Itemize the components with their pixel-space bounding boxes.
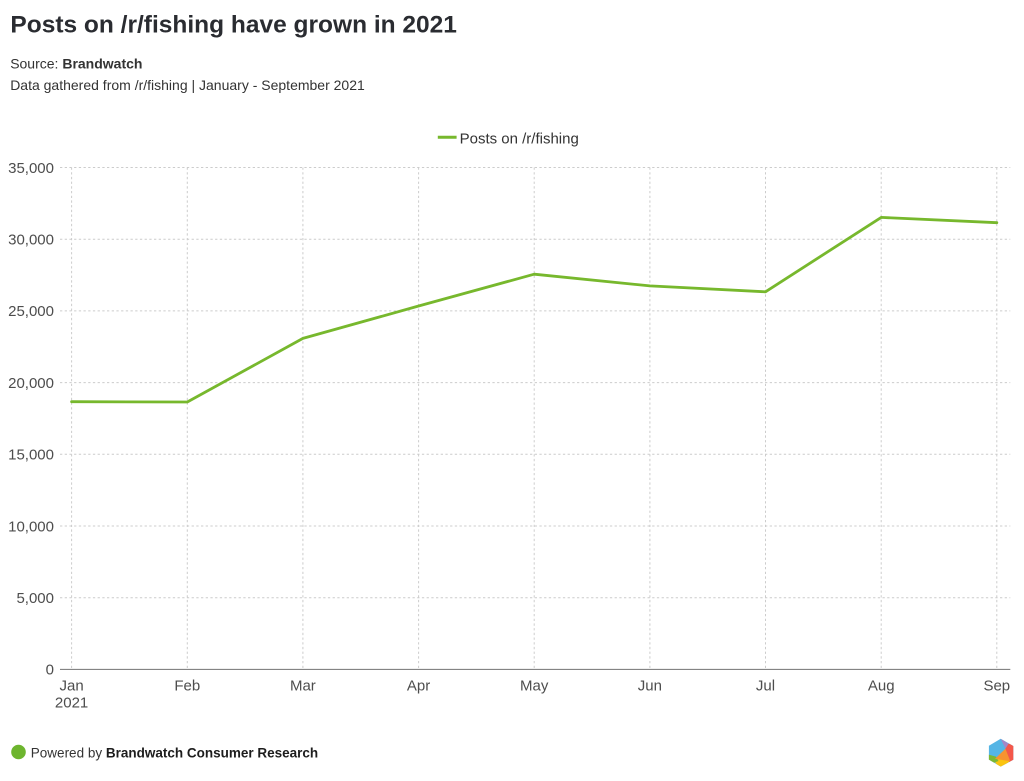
svg-text:10,000: 10,000: [8, 518, 54, 535]
svg-text:Feb: Feb: [174, 678, 200, 695]
svg-text:Apr: Apr: [407, 678, 430, 695]
svg-text:Jun: Jun: [638, 678, 662, 695]
svg-text:5,000: 5,000: [16, 590, 54, 607]
svg-text:15,000: 15,000: [8, 447, 54, 464]
svg-text:25,000: 25,000: [8, 303, 54, 320]
svg-text:Mar: Mar: [290, 678, 316, 695]
svg-text:Posts on /r/fishing have grown: Posts on /r/fishing have grown in 2021: [10, 12, 457, 39]
svg-text:Jan: Jan: [60, 678, 84, 695]
svg-text:0: 0: [46, 662, 54, 679]
svg-text:20,000: 20,000: [8, 375, 54, 392]
svg-text:2021: 2021: [55, 695, 88, 712]
svg-text:35,000: 35,000: [8, 160, 54, 177]
svg-text:Data gathered from /r/fishing: Data gathered from /r/fishing | January …: [10, 77, 365, 93]
svg-text:May: May: [520, 678, 549, 695]
svg-text:Powered by Brandwatch Consumer: Powered by Brandwatch Consumer Research: [31, 746, 318, 761]
svg-text:Aug: Aug: [868, 678, 895, 695]
svg-text:Sep: Sep: [983, 678, 1010, 695]
svg-text:30,000: 30,000: [8, 232, 54, 249]
svg-text:Jul: Jul: [756, 678, 775, 695]
svg-text:Posts on /r/fishing: Posts on /r/fishing: [460, 130, 579, 147]
svg-text:Source: Brandwatch: Source: Brandwatch: [10, 55, 142, 71]
